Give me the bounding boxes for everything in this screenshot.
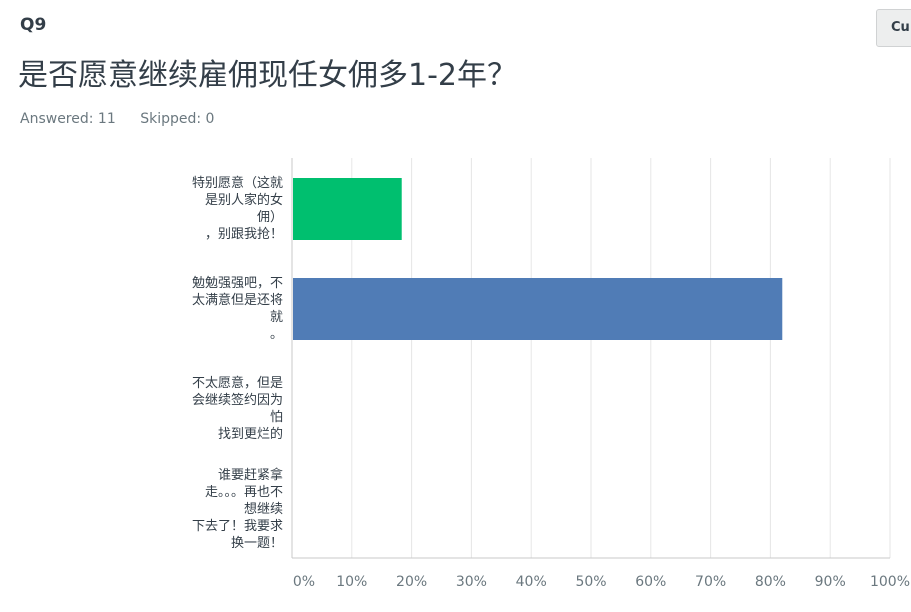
category-label-line: 想继续: [243, 501, 283, 517]
question-title: 是否愿意继续雇佣现任女佣多1-2年？: [18, 58, 517, 93]
x-tick-label: 100%: [870, 574, 910, 590]
category-label-line: ，别跟我抢！: [204, 227, 283, 242]
category-label-line: 特别愿意（这就: [191, 176, 283, 191]
x-tick-label: 0%: [293, 574, 315, 590]
question-number: Q9: [20, 15, 47, 35]
x-tick-label: 50%: [575, 574, 606, 590]
category-label-line: 怕: [269, 410, 283, 425]
x-tick-label: 20%: [396, 574, 427, 590]
x-tick-label: 80%: [755, 574, 786, 590]
category-label-line: 找到更烂的: [217, 427, 283, 442]
category-label: 谁要赶紧拿 走。。。再也不 想继续 下去了！我要求 换一题！: [163, 467, 283, 552]
category-label-line: 佣）: [256, 210, 283, 225]
response-stats: Answered: 11 Skipped: 0: [20, 111, 234, 127]
category-label-line: 。: [269, 327, 283, 342]
category-label: 勉勉强强吧，不 太满意但是还将就。: [163, 275, 283, 343]
category-label: 特别愿意（这就是别人家的女佣） ，别跟我抢！: [163, 175, 283, 243]
bar: [293, 278, 783, 340]
skipped-count: Skipped: 0: [140, 111, 215, 127]
category-label-line: 勉勉强强吧，不: [191, 276, 283, 291]
category-label-line: 下去了！我要求: [191, 518, 283, 534]
category-label-line: 会继续签约因为: [191, 393, 283, 408]
x-tick-label: 10%: [336, 574, 367, 590]
category-label-line: 走。。。再也不: [204, 484, 283, 500]
x-tick-label: 40%: [516, 574, 547, 590]
category-label-line: 谁要赶紧拿: [217, 467, 283, 483]
category-label-line: 就: [269, 310, 283, 325]
x-tick-label: 60%: [635, 574, 666, 590]
bar: [293, 178, 402, 240]
answered-count: Answered: 11: [20, 111, 116, 127]
customize-button[interactable]: Cu: [876, 9, 911, 47]
x-tick-label: 90%: [815, 574, 846, 590]
category-label-line: 太满意但是还将: [191, 293, 283, 308]
category-label: 不太愿意，但是 会继续签约因为怕找到更烂的: [163, 375, 283, 443]
x-tick-label: 70%: [695, 574, 726, 590]
category-label-line: 是别人家的女: [204, 193, 283, 208]
x-tick-label: 30%: [456, 574, 487, 590]
category-label-line: 不太愿意，但是: [191, 376, 283, 391]
category-label-line: 换一题！: [230, 535, 283, 551]
